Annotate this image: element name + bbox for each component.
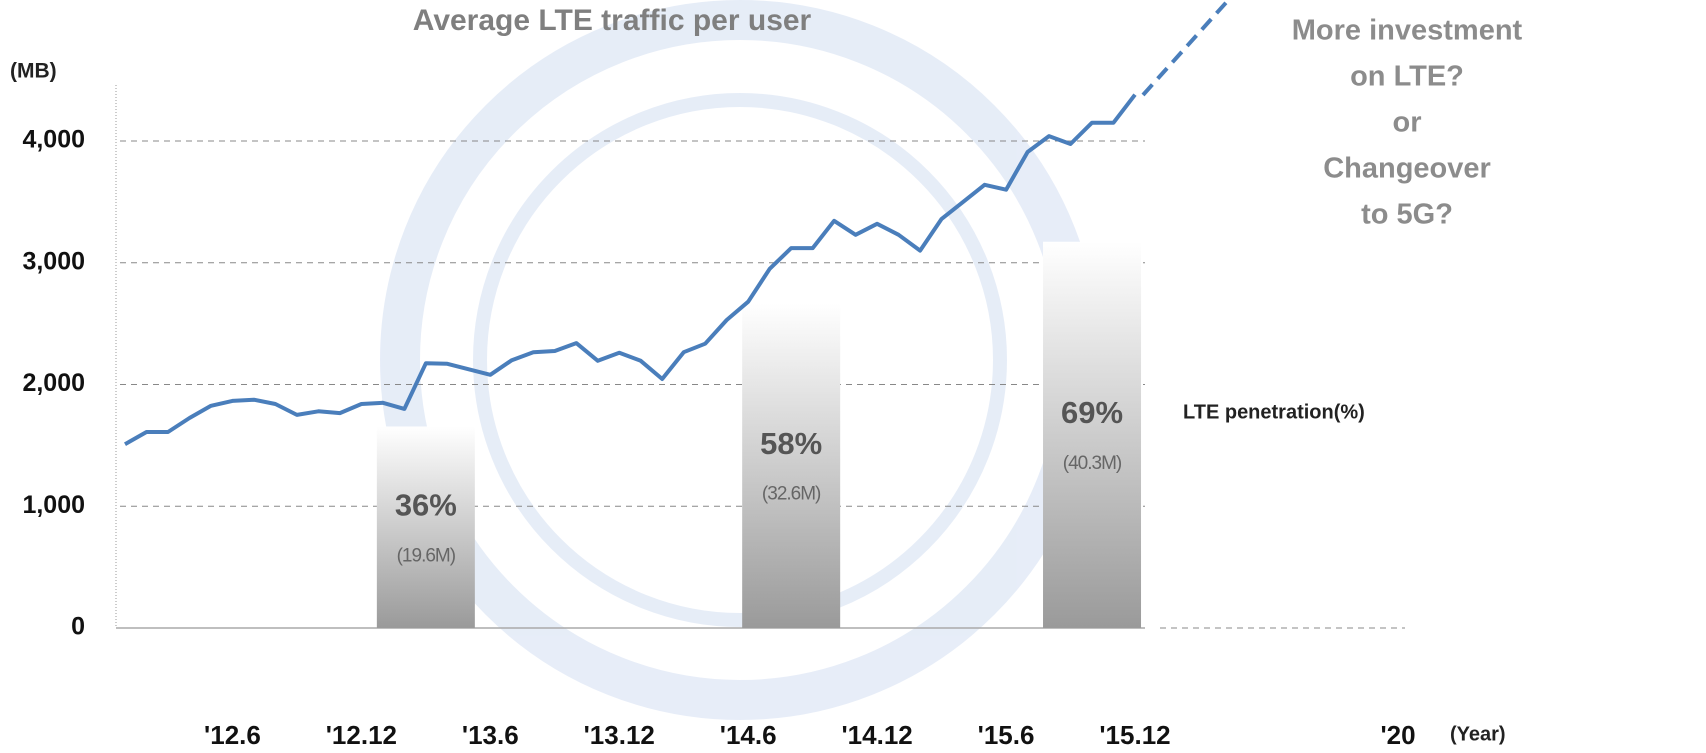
y-axis-label: (MB) (10, 60, 57, 83)
bar (376, 426, 475, 628)
bar-subscriber-label: (19.6M) (397, 545, 456, 566)
line (124, 93, 1137, 446)
annotation: to 5G? (1361, 199, 1453, 231)
x-tick-label: '15.12 (1099, 720, 1170, 750)
y-tick-label: 2,000 (22, 369, 85, 397)
bar-value-label: 36% (395, 487, 457, 522)
bar-value-label: 69% (1061, 395, 1123, 430)
bar-value-label: 58% (760, 426, 822, 461)
projection-line (1141, 0, 1232, 97)
bar-subscriber-label: (32.6M) (762, 484, 821, 505)
x-tick-label: '15.6 (978, 720, 1035, 750)
y-tick-label: 4,000 (22, 126, 85, 154)
y-tick-label: 3,000 (22, 247, 85, 275)
bar (1043, 241, 1142, 629)
annotation: or (1393, 107, 1422, 139)
x-tick-label: '14.12 (842, 720, 913, 750)
annotation: on LTE? (1350, 61, 1464, 93)
x-tick-label: '12.12 (326, 720, 397, 750)
x-end-label: '20 (1380, 720, 1415, 750)
watermark (380, 0, 1100, 720)
bar-subscriber-label: (40.3M) (1063, 453, 1122, 474)
x-tick-label: '13.6 (462, 720, 519, 750)
chart-title: Average LTE traffic per user (413, 4, 812, 37)
y-tick-label: 1,000 (22, 491, 85, 519)
x-tick-label: '14.6 (720, 720, 777, 750)
legend-label: LTE penetration(%) (1183, 401, 1365, 423)
annotation: More investment (1292, 15, 1523, 47)
x-tick-label: '13.12 (584, 720, 655, 750)
x-axis-label: (Year) (1450, 723, 1506, 745)
bar (742, 303, 841, 628)
annotation: Changeover (1323, 153, 1491, 185)
y-tick-label: 0 (71, 613, 85, 641)
x-tick-label: '12.6 (204, 720, 261, 750)
